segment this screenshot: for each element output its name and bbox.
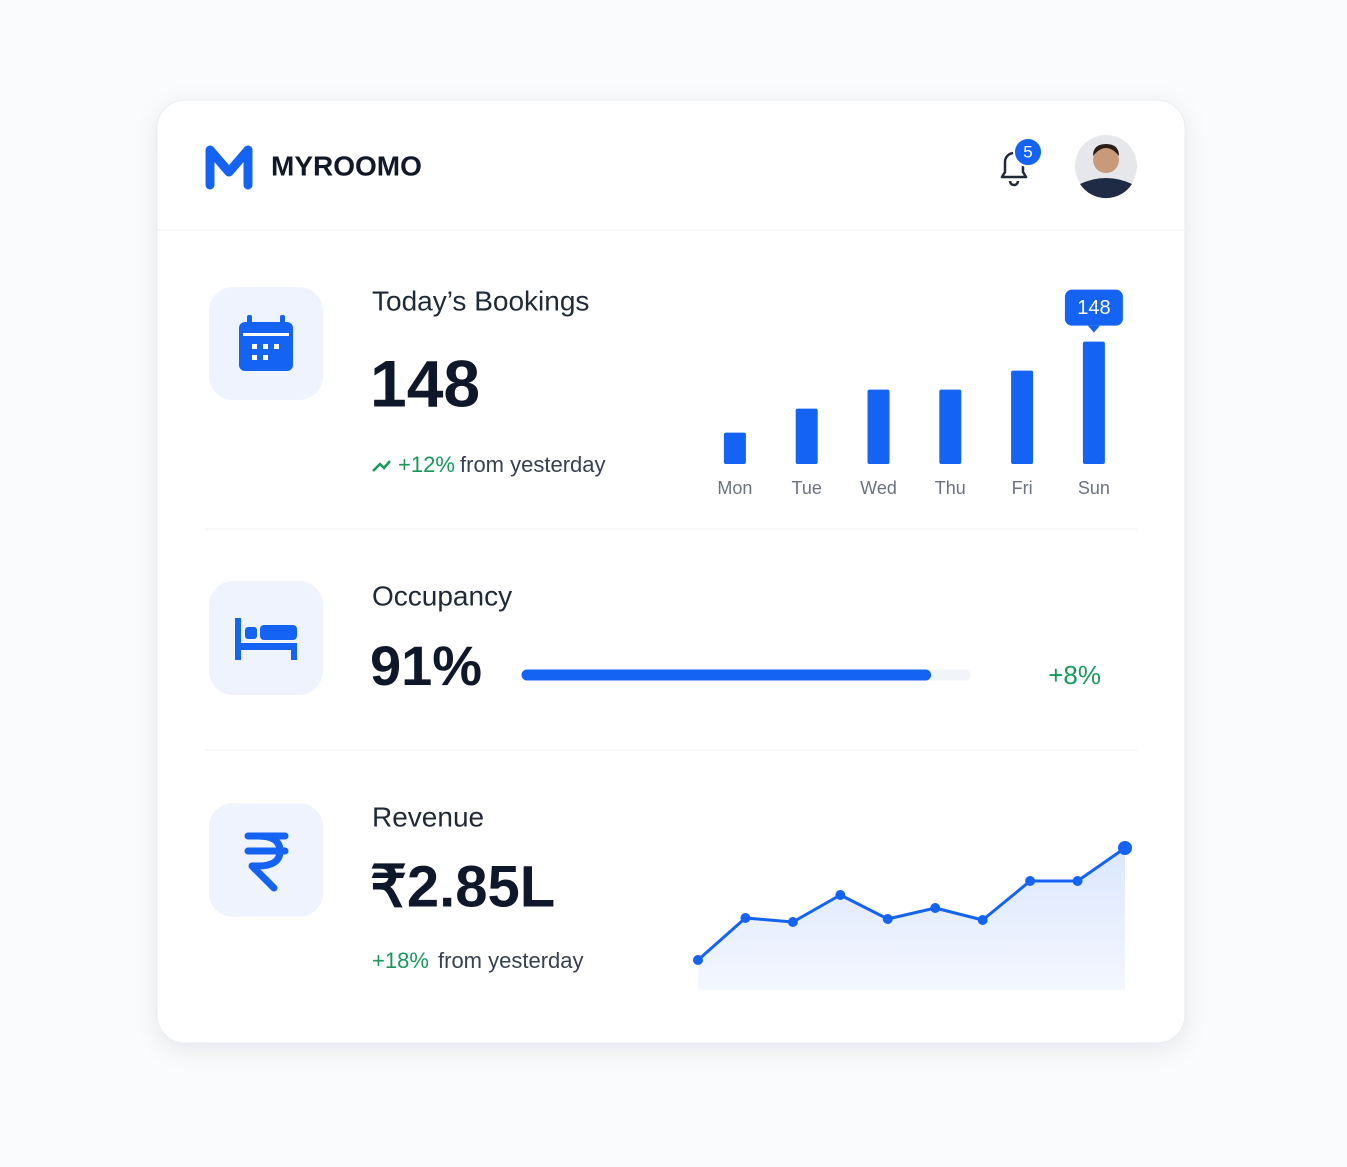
point <box>1118 841 1132 855</box>
data-label: 148 <box>1077 297 1110 319</box>
bar <box>723 432 746 464</box>
rupee-icon <box>244 832 289 892</box>
avatar[interactable] <box>1075 135 1137 199</box>
tooltip-pointer <box>1087 325 1100 333</box>
point <box>1072 876 1083 886</box>
brand: MYROOMO <box>271 150 422 181</box>
point <box>787 917 798 927</box>
point <box>1025 876 1036 886</box>
badge: 5 <box>1023 142 1032 161</box>
card-title: Revenue <box>372 801 484 832</box>
bar <box>795 408 818 464</box>
x-tick-label: Fri <box>1012 478 1033 498</box>
trend-icon <box>372 460 391 472</box>
point <box>693 955 703 965</box>
change: +12% <box>398 452 455 477</box>
bar <box>1011 370 1034 464</box>
bed-icon <box>235 618 297 660</box>
point <box>930 903 941 913</box>
bar <box>867 389 890 464</box>
change-text: from yesterday <box>460 452 606 477</box>
change: +18% <box>372 948 429 973</box>
x-tick-label: Sun <box>1078 478 1110 498</box>
x-tick-label: Thu <box>935 478 966 498</box>
icon-box <box>209 803 323 917</box>
card-title: Occupancy <box>372 580 512 611</box>
area <box>698 848 1125 990</box>
big-number: 91% <box>370 634 482 697</box>
x-tick-label: Mon <box>717 478 752 498</box>
big-number: ₹2.85L <box>370 854 555 919</box>
point <box>835 890 846 900</box>
change: +8% <box>1048 660 1101 690</box>
x-tick-label: Tue <box>792 478 822 498</box>
logo <box>205 145 253 190</box>
point <box>740 913 751 923</box>
bell[interactable]: 5 <box>1000 137 1043 187</box>
tooltip <box>1064 289 1123 326</box>
line <box>697 846 1126 962</box>
bar <box>1082 341 1105 464</box>
x-tick-label: Wed <box>860 478 897 498</box>
point <box>977 915 988 925</box>
big-number: 148 <box>370 346 480 420</box>
card-title: Today’s Bookings <box>372 285 589 316</box>
bar <box>939 389 962 464</box>
change-text: from yesterday <box>438 948 584 973</box>
point <box>882 914 893 924</box>
card <box>156 99 1186 1044</box>
calendar-icon <box>239 315 293 371</box>
